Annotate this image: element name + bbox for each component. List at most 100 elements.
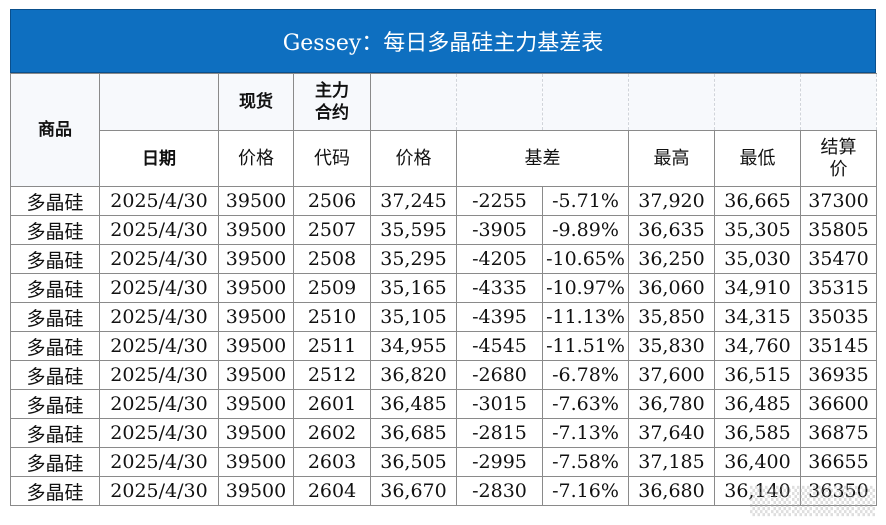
table-row: 多晶硅 2025/4/30 39500 2511 34,955 -4545 -11.51% 3… bbox=[10, 331, 877, 361]
spot-price-cell: 39500 bbox=[218, 447, 294, 477]
product-cell: 多晶硅 bbox=[10, 186, 100, 216]
code-cell: 2510 bbox=[293, 302, 371, 332]
code-cell: 2602 bbox=[293, 418, 371, 448]
basis-pct-cell: -11.51% bbox=[542, 331, 629, 361]
basis-pct-cell: -7.63% bbox=[542, 389, 629, 419]
basis-cell: -2995 bbox=[456, 447, 543, 477]
code-cell: 2511 bbox=[293, 331, 371, 361]
header-blank bbox=[714, 73, 801, 131]
header-blank bbox=[800, 73, 877, 131]
basis-pct-cell: -6.78% bbox=[542, 360, 629, 390]
table-row: 多晶硅 2025/4/30 39500 2510 35,105 -4395 -11.13% 3… bbox=[10, 302, 877, 332]
basis-cell: -4395 bbox=[456, 302, 543, 332]
high-cell: 36,680 bbox=[628, 476, 715, 506]
code-cell: 2509 bbox=[293, 273, 371, 303]
low-cell: 36,515 bbox=[714, 360, 801, 390]
high-cell: 36,780 bbox=[628, 389, 715, 419]
low-cell: 35,305 bbox=[714, 215, 801, 245]
high-cell: 36,060 bbox=[628, 273, 715, 303]
header-main-contract: 主力 合约 bbox=[293, 73, 371, 131]
table-row: 多晶硅 2025/4/30 39500 2601 36,485 -3015 -7.63% 36… bbox=[10, 389, 877, 419]
table-row: 多晶硅 2025/4/30 39500 2507 35,595 -3905 -9.89% 36… bbox=[10, 215, 877, 245]
high-cell: 35,830 bbox=[628, 331, 715, 361]
price-cell: 36,485 bbox=[370, 389, 457, 419]
header-spot: 现货 bbox=[218, 73, 294, 131]
header-date: 日期 bbox=[99, 130, 219, 187]
header-settle-label: 结算 价 bbox=[820, 136, 857, 180]
spot-price-cell: 39500 bbox=[218, 215, 294, 245]
date-cell: 2025/4/30 bbox=[99, 331, 219, 361]
settle-cell: 35145 bbox=[800, 331, 877, 361]
spot-price-cell: 39500 bbox=[218, 476, 294, 506]
low-cell: 34,315 bbox=[714, 302, 801, 332]
table-row: 多晶硅 2025/4/30 39500 2602 36,685 -2815 -7.13% 37… bbox=[10, 418, 877, 448]
settle-cell: 36875 bbox=[800, 418, 877, 448]
product-cell: 多晶硅 bbox=[10, 215, 100, 245]
header-blank bbox=[370, 73, 457, 131]
basis-cell: -3905 bbox=[456, 215, 543, 245]
basis-cell: -2255 bbox=[456, 186, 543, 216]
low-cell: 36,585 bbox=[714, 418, 801, 448]
header-blank bbox=[99, 73, 219, 131]
basis-cell: -3015 bbox=[456, 389, 543, 419]
spot-price-cell: 39500 bbox=[218, 360, 294, 390]
product-cell: 多晶硅 bbox=[10, 302, 100, 332]
spot-price-cell: 39500 bbox=[218, 186, 294, 216]
basis-pct-cell: -11.13% bbox=[542, 302, 629, 332]
header-blank bbox=[628, 73, 715, 131]
price-cell: 35,595 bbox=[370, 215, 457, 245]
header-low: 最低 bbox=[714, 130, 801, 187]
basis-pct-cell: -10.97% bbox=[542, 273, 629, 303]
basis-pct-cell: -5.71% bbox=[542, 186, 629, 216]
header-basis: 基差 bbox=[456, 130, 629, 187]
basis-pct-cell: -9.89% bbox=[542, 215, 629, 245]
code-cell: 2512 bbox=[293, 360, 371, 390]
basis-pct-cell: -7.16% bbox=[542, 476, 629, 506]
basis-cell: -2815 bbox=[456, 418, 543, 448]
date-cell: 2025/4/30 bbox=[99, 302, 219, 332]
settle-cell: 36655 bbox=[800, 447, 877, 477]
table-row: 多晶硅 2025/4/30 39500 2509 35,165 -4335 -10.97% 3… bbox=[10, 273, 877, 303]
product-cell: 多晶硅 bbox=[10, 360, 100, 390]
header-main-contract-label: 主力 合约 bbox=[315, 81, 349, 123]
product-cell: 多晶硅 bbox=[10, 447, 100, 477]
code-cell: 2603 bbox=[293, 447, 371, 477]
product-cell: 多晶硅 bbox=[10, 273, 100, 303]
high-cell: 35,850 bbox=[628, 302, 715, 332]
basis-pct-cell: -7.13% bbox=[542, 418, 629, 448]
price-cell: 36,670 bbox=[370, 476, 457, 506]
table-title: Gessey：每日多晶硅主力基差表 bbox=[10, 9, 876, 73]
date-cell: 2025/4/30 bbox=[99, 273, 219, 303]
low-cell: 36,485 bbox=[714, 389, 801, 419]
header-code: 代码 bbox=[293, 130, 371, 187]
header-blank bbox=[542, 73, 629, 131]
code-cell: 2508 bbox=[293, 244, 371, 274]
spot-price-cell: 39500 bbox=[218, 302, 294, 332]
product-cell: 多晶硅 bbox=[10, 389, 100, 419]
settle-cell: 35470 bbox=[800, 244, 877, 274]
code-cell: 2506 bbox=[293, 186, 371, 216]
price-cell: 35,295 bbox=[370, 244, 457, 274]
price-cell: 36,685 bbox=[370, 418, 457, 448]
high-cell: 36,250 bbox=[628, 244, 715, 274]
header-settle: 结算 价 bbox=[800, 130, 877, 187]
date-cell: 2025/4/30 bbox=[99, 215, 219, 245]
table-row: 多晶硅 2025/4/30 39500 2512 36,820 -2680 -6.78% 37… bbox=[10, 360, 877, 390]
basis-pct-cell: -10.65% bbox=[542, 244, 629, 274]
date-cell: 2025/4/30 bbox=[99, 186, 219, 216]
settle-cell: 37300 bbox=[800, 186, 877, 216]
low-cell: 36,140 bbox=[714, 476, 801, 506]
price-cell: 37,245 bbox=[370, 186, 457, 216]
product-cell: 多晶硅 bbox=[10, 331, 100, 361]
settle-cell: 35805 bbox=[800, 215, 877, 245]
product-cell: 多晶硅 bbox=[10, 244, 100, 274]
date-cell: 2025/4/30 bbox=[99, 418, 219, 448]
spot-price-cell: 39500 bbox=[218, 418, 294, 448]
code-cell: 2604 bbox=[293, 476, 371, 506]
date-cell: 2025/4/30 bbox=[99, 389, 219, 419]
low-cell: 34,910 bbox=[714, 273, 801, 303]
low-cell: 36,665 bbox=[714, 186, 801, 216]
basis-cell: -2680 bbox=[456, 360, 543, 390]
high-cell: 37,185 bbox=[628, 447, 715, 477]
basis-pct-cell: -7.58% bbox=[542, 447, 629, 477]
